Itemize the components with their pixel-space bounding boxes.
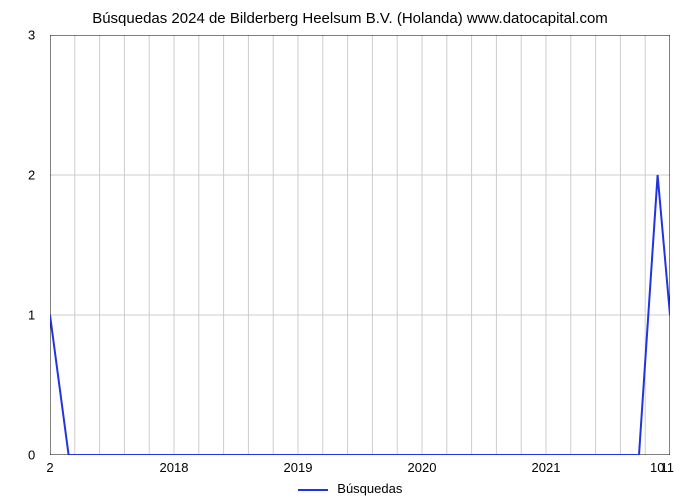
plot-area xyxy=(50,35,670,455)
x-tick-label: 2018 xyxy=(160,460,189,475)
chart-container: Búsquedas 2024 de Bilderberg Heelsum B.V… xyxy=(0,0,700,500)
legend: Búsquedas xyxy=(0,481,700,496)
y-tick-label: 3 xyxy=(28,28,35,43)
legend-label: Búsquedas xyxy=(337,481,402,496)
chart-title: Búsquedas 2024 de Bilderberg Heelsum B.V… xyxy=(0,10,700,27)
legend-line-swatch xyxy=(298,489,328,491)
chart-svg xyxy=(50,35,670,455)
x-tick-label: 2021 xyxy=(532,460,561,475)
x-tick-label: 2020 xyxy=(408,460,437,475)
x-tick-label: 2019 xyxy=(284,460,313,475)
y-tick-label: 2 xyxy=(28,168,35,183)
right-overlap-labels: 1011 xyxy=(650,460,674,475)
y-tick-label: 1 xyxy=(28,308,35,323)
y-tick-label: 0 xyxy=(28,448,35,463)
bottom-left-label: 2 xyxy=(46,460,53,475)
